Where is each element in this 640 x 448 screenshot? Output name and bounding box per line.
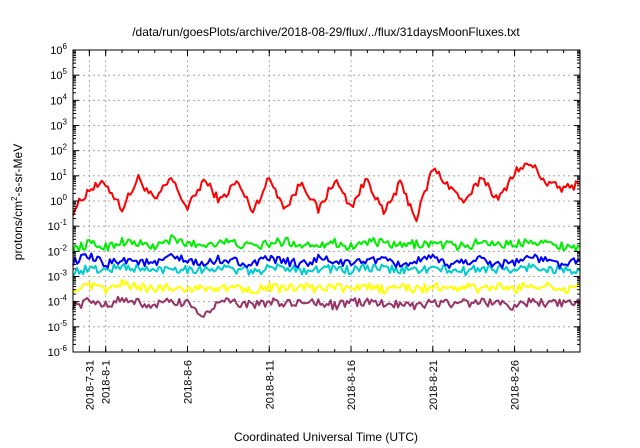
series-line-1 xyxy=(72,162,581,223)
x-tick-label: 2018-8-26 xyxy=(510,360,522,410)
y-tick-label: 10-4 xyxy=(48,294,68,309)
x-tick-label: 2018-8-16 xyxy=(346,360,358,410)
x-tick-label: 2018-8-1 xyxy=(101,360,113,404)
x-tick-label: 2018-8-11 xyxy=(264,360,276,409)
y-tick-label: 10-3 xyxy=(48,269,68,284)
y-tick-label: 100 xyxy=(50,193,67,208)
y-axis-label: protons/cm2-s-sr-MeV xyxy=(10,144,25,260)
series-line-3 xyxy=(72,262,581,277)
y-axis-label-suffix: -s-sr-MeV xyxy=(11,144,25,197)
x-tick-label: 2018-8-21 xyxy=(428,360,440,410)
x-tick-label: 2018-8-6 xyxy=(182,360,194,404)
y-tick-label: 10-1 xyxy=(48,218,68,233)
y-tick-label: 102 xyxy=(50,143,67,158)
y-axis-label-prefix: protons/cm xyxy=(11,201,25,260)
x-axis-ticks: 2018-7-31 2018-8-1 2018-8-6 2018-8-11 2018-8… xyxy=(72,50,581,410)
chart-title: /data/run/goesPlots/archive/2018-08-29/f… xyxy=(132,25,520,39)
y-tick-label: 10-5 xyxy=(48,319,68,334)
y-tick-label: 105 xyxy=(50,67,67,82)
grid-lines xyxy=(73,50,580,352)
y-tick-label: 10-6 xyxy=(48,344,68,359)
series-line-2 xyxy=(72,234,581,254)
x-tick-label: 2018-7-31 xyxy=(84,360,96,410)
y-axis-label-sup: 2 xyxy=(10,196,19,201)
y-tick-label: 101 xyxy=(50,168,67,183)
series-line-5 xyxy=(72,278,581,295)
y-tick-label: 106 xyxy=(50,42,67,57)
series-group xyxy=(72,162,581,318)
y-tick-label: 104 xyxy=(50,92,67,107)
series-line-4 xyxy=(72,252,581,269)
y-tick-label: 103 xyxy=(50,118,67,133)
y-tick-label: 10-2 xyxy=(48,243,68,258)
y-axis-ticks: 10-6 10-5 10-4 10-3 10-2 10-1 100 101 102 103 104 1… xyxy=(48,42,580,359)
x-axis-label: Coordinated Universal Time (UTC) xyxy=(234,430,418,444)
series-line-6 xyxy=(72,295,581,318)
